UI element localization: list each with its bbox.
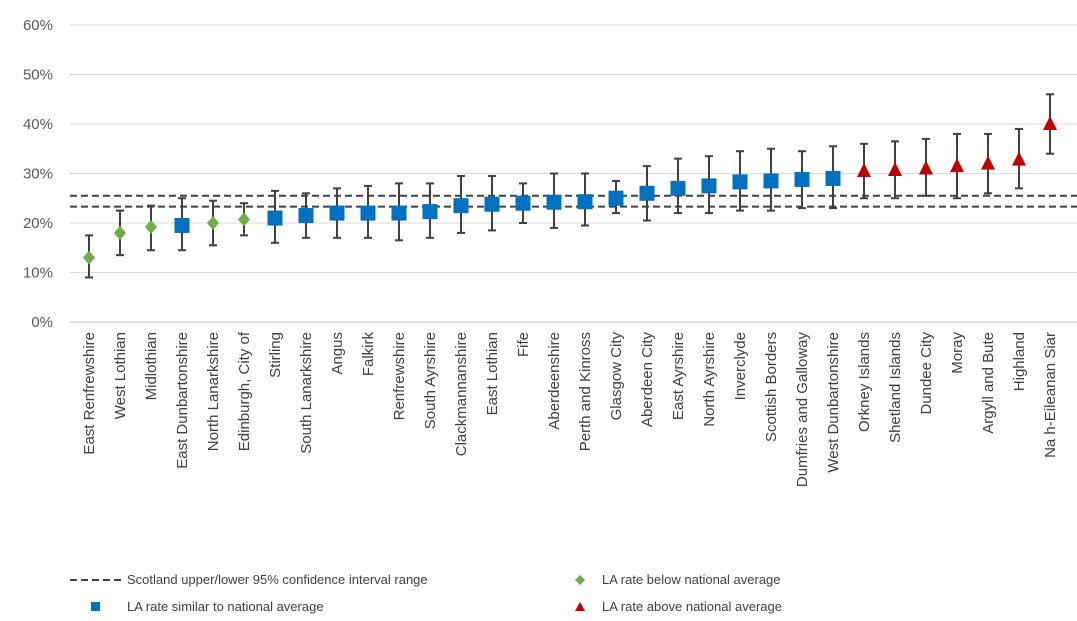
legend-item-similar: LA rate similar to national average	[91, 599, 324, 614]
y-tick-label: 30%	[23, 166, 53, 183]
point-similar	[732, 174, 748, 190]
point-above	[950, 158, 964, 173]
category-label: Dundee City	[918, 332, 935, 415]
legend-above-label: LA rate above national average	[602, 599, 782, 614]
legend-above-swatch	[575, 602, 585, 611]
category-label: Scottish Borders	[763, 332, 780, 442]
point-similar	[298, 208, 314, 224]
point-similar	[515, 195, 531, 211]
point-similar	[360, 205, 376, 221]
category-label: East Dunbartonshire	[174, 332, 191, 469]
point-below	[207, 216, 219, 230]
category-label: Moray	[949, 332, 966, 374]
point-similar	[577, 194, 593, 210]
point-similar	[484, 196, 500, 212]
y-tick-label: 60%	[23, 17, 53, 34]
category-label: Aberdeen City	[639, 332, 656, 428]
category-label: Shetland Islands	[887, 332, 904, 443]
point-below	[145, 219, 157, 234]
point-above	[1012, 151, 1026, 166]
y-tick-label: 10%	[23, 265, 53, 282]
point-similar	[825, 170, 841, 186]
gridlines	[70, 24, 1077, 323]
category-label: Dumfries and Galloway	[794, 332, 811, 488]
legend-item-above: LA rate above national average	[575, 599, 782, 614]
category-label: West Dunbartonshire	[825, 332, 842, 473]
category-label: Glasgow City	[608, 332, 625, 421]
category-label: West Lothian	[112, 332, 129, 419]
point-similar	[701, 178, 717, 194]
category-label: Orkney Islands	[856, 332, 873, 432]
category-label: Falkirk	[360, 332, 377, 377]
point-similar	[546, 194, 562, 210]
category-label: Clackmannanshire	[453, 332, 470, 456]
category-label: Inverclyde	[732, 332, 749, 400]
point-below	[238, 212, 250, 227]
legend-item-below: LA rate below national average	[575, 572, 781, 587]
category-label: Edinburgh, City of	[236, 331, 253, 451]
category-label: Stirling	[267, 332, 284, 378]
legend-item-ci: Scotland upper/lower 95% confidence inte…	[70, 572, 428, 587]
legend-similar-label: LA rate similar to national average	[127, 599, 324, 614]
category-label: Midlothian	[143, 332, 160, 400]
point-above	[919, 160, 933, 175]
y-tick-label: 0%	[31, 314, 53, 331]
point-similar	[174, 217, 190, 233]
category-label: East Ayrshire	[670, 332, 687, 420]
x-axis-labels: East Renfrewshire West Lothian Midlothian E…	[81, 331, 1059, 487]
legend-similar-swatch	[91, 602, 100, 611]
legend: Scotland upper/lower 95% confidence inte…	[70, 572, 782, 614]
category-label: East Lothian	[484, 332, 501, 415]
category-label: Angus	[329, 332, 346, 375]
category-label: Highland	[1011, 332, 1028, 391]
point-similar	[329, 205, 345, 221]
legend-ci-label: Scotland upper/lower 95% confidence inte…	[127, 572, 428, 587]
point-below	[114, 225, 126, 240]
category-label: Aberdeenshire	[546, 332, 563, 430]
category-label: North Ayrshire	[701, 332, 718, 427]
point-above	[888, 162, 902, 177]
category-label: Renfrewshire	[391, 332, 408, 420]
point-below	[83, 250, 95, 265]
point-similar	[453, 198, 469, 214]
category-label: Fife	[515, 332, 532, 357]
y-tick-label: 40%	[23, 116, 53, 133]
error-bars	[85, 93, 1054, 279]
legend-below-label: LA rate below national average	[602, 572, 781, 587]
category-label: Na h-Eileanan Siar	[1042, 332, 1059, 458]
y-tick-label: 50%	[23, 67, 53, 84]
point-similar	[422, 204, 438, 220]
category-label: Argyll and Bute	[980, 332, 997, 434]
point-similar	[794, 171, 810, 187]
category-label: North Lanarkshire	[205, 332, 222, 451]
category-label: East Renfrewshire	[81, 332, 98, 455]
point-above	[981, 155, 995, 170]
legend-below-swatch	[575, 575, 585, 585]
category-label: South Lanarkshire	[298, 332, 315, 454]
point-above	[1043, 116, 1057, 130]
category-label: South Ayrshire	[422, 332, 439, 429]
point-similar	[267, 210, 283, 226]
markers	[83, 116, 1057, 265]
ci-lines	[70, 194, 1077, 208]
point-similar	[763, 173, 779, 189]
y-axis-ticks: 0% 10% 20% 30% 40% 50% 60%	[23, 17, 53, 331]
point-similar	[391, 205, 407, 221]
point-above	[857, 163, 871, 178]
y-tick-label: 20%	[23, 215, 53, 232]
category-label: Perth and Kinross	[577, 332, 594, 451]
point-similar	[608, 190, 624, 206]
point-similar	[670, 180, 686, 196]
point-similar	[639, 185, 655, 201]
